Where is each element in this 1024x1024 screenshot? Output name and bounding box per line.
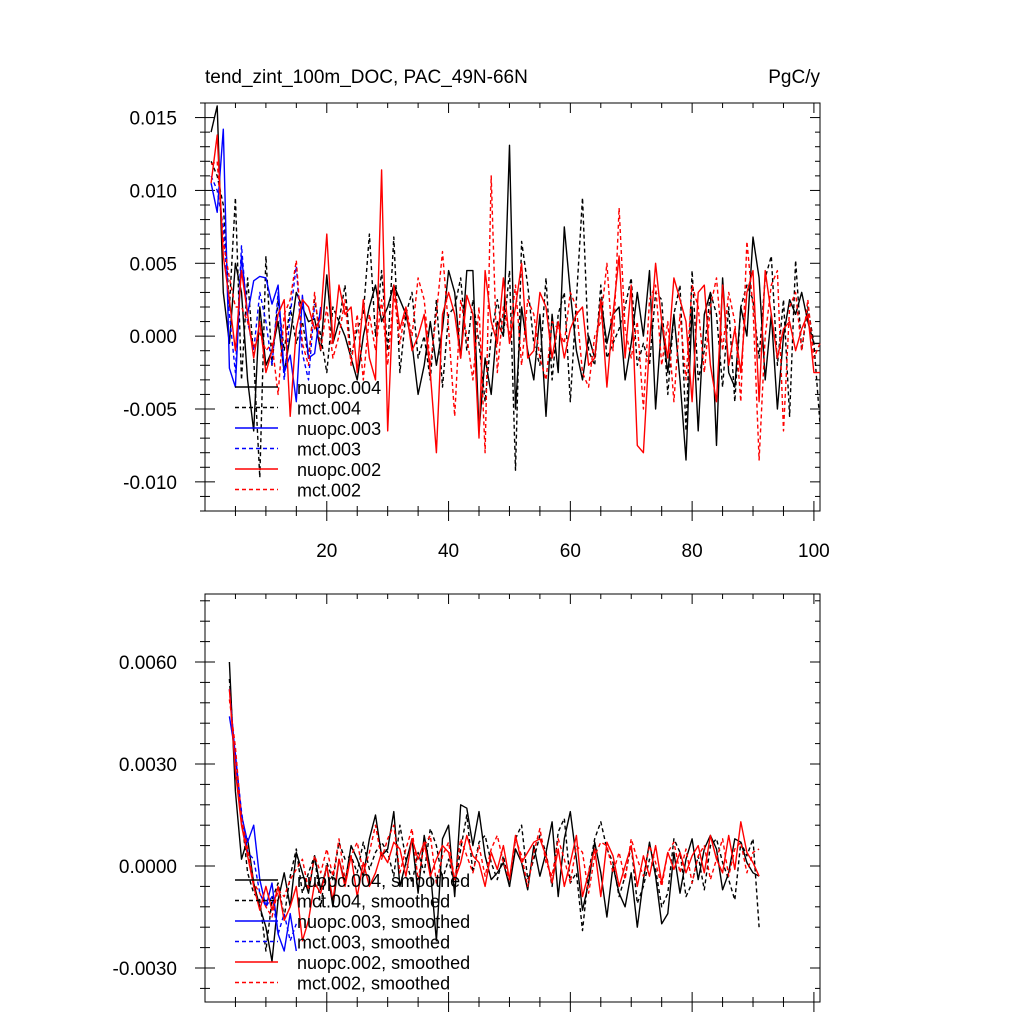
legend-label: mct.004 [297, 399, 361, 419]
y-tick-label: 0.015 [129, 109, 177, 130]
x-tick-label: 100 [798, 541, 830, 562]
series-line-mct-002 [210, 160, 821, 461]
y-tick-label: -0.005 [123, 400, 177, 421]
legend-label: mct.002 [297, 481, 361, 501]
y-tick-label: 0.0030 [119, 755, 177, 776]
chart-title: tend_zint_100m_DOC, PAC_49N-66N [205, 67, 528, 88]
chart-panel-2: -0.0030 0.0000 0.0030 0.0060 nuopc.004, smoo… [113, 593, 821, 1012]
series-line-nuopc-002-smoothed [228, 689, 760, 942]
plot-frame [204, 593, 821, 1003]
legend-label: nuopc.002, smoothed [297, 953, 470, 973]
x-tick-label: 20 [316, 541, 337, 562]
legend-label: mct.003 [297, 440, 361, 460]
y-tick-label: 0.010 [129, 181, 177, 202]
x-tick-label: 80 [682, 541, 703, 562]
chart-panel-1: 20 40 60 80 100 -0.010 -0.005 0.000 0.005 0.010 0.… [123, 102, 830, 562]
legend-label: mct.004, smoothed [297, 892, 450, 912]
y-tick-label: 0.0060 [119, 653, 177, 674]
y-tick-label: -0.0030 [113, 959, 177, 980]
legend-label: nuopc.003, smoothed [297, 912, 470, 932]
legend-label: nuopc.003 [297, 419, 381, 439]
legend-label: nuopc.002 [297, 460, 381, 480]
legend-label: nuopc.004 [297, 378, 381, 398]
legend-label: mct.003, smoothed [297, 933, 450, 953]
y-tick-label: 0.005 [129, 254, 177, 275]
legend-label: mct.002, smoothed [297, 974, 450, 994]
series-line-mct-004 [210, 161, 821, 479]
y-tick-label: 0.000 [129, 327, 177, 348]
series-line-nuopc-003 [210, 128, 322, 403]
chart-panels: 20 40 60 80 100 -0.010 -0.005 0.000 0.005 0.010 0.… [113, 102, 830, 1012]
legend: nuopc.004mct.004nuopc.003mct.003nuopc.00… [235, 378, 381, 501]
legend-label: nuopc.004, smoothed [297, 871, 470, 891]
x-tick-label: 60 [560, 541, 581, 562]
series-line-nuopc-004-smoothed [228, 661, 760, 962]
units-label: PgC/y [768, 67, 820, 88]
series-line-mct-003 [210, 175, 316, 381]
series-line-mct-003-smoothed [228, 689, 297, 942]
x-tick-label: 40 [438, 541, 459, 562]
y-tick-label: 0.0000 [119, 857, 177, 878]
series-line-mct-002-smoothed [228, 699, 760, 918]
y-tick-label: -0.010 [123, 473, 177, 494]
